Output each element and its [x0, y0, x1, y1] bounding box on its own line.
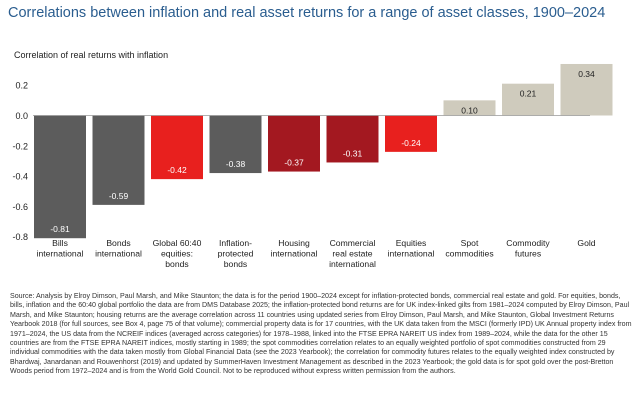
x-tick-label: Commodity futures — [506, 238, 550, 259]
source-note: Source: Analysis by Elroy Dimson, Paul M… — [10, 292, 632, 376]
x-tick-label: Inflation-protected bonds — [218, 238, 254, 269]
y-tick-label: 0.2 — [15, 81, 28, 91]
bar-value-label: -0.24 — [401, 138, 421, 148]
bar-chart: 0.2 0.0 -0.2 -0.4 -0.6 -0.8 -0.81 Bills internat… — [12, 63, 613, 269]
x-tick-label: Equities international — [388, 238, 435, 259]
bar-value-label: 0.34 — [578, 69, 595, 79]
bar-value-label: 0.21 — [520, 89, 537, 99]
chart-title: Correlations between inflation and real … — [8, 5, 606, 21]
bar — [326, 115, 379, 163]
bar — [34, 115, 86, 239]
bar-value-label: -0.37 — [284, 158, 304, 168]
bar-value-label: -0.42 — [167, 165, 187, 175]
bar — [92, 115, 145, 205]
bar-value-label: -0.38 — [226, 159, 246, 169]
bar — [560, 63, 613, 116]
y-tick-label: -0.4 — [12, 172, 28, 182]
bar-value-label: 0.10 — [461, 105, 478, 115]
y-tick-label: -0.8 — [12, 232, 28, 242]
y-axis-label: Correlation of real returns with inflati… — [14, 50, 169, 60]
x-tick-label: Spot commodities — [445, 238, 493, 259]
x-tick-label: Global 60:40 equities: bonds — [153, 238, 202, 269]
bar — [209, 115, 262, 174]
y-tick-label: -0.6 — [12, 202, 28, 212]
bar — [151, 115, 203, 180]
x-tick-label: Housing international — [271, 238, 318, 259]
x-tick-label: Commercial real estate international — [329, 238, 376, 269]
bar-value-label: -0.81 — [50, 224, 70, 234]
bar — [502, 83, 554, 116]
x-tick-label: Bonds international — [95, 238, 142, 259]
bar-value-label: -0.31 — [343, 148, 363, 158]
x-tick-label: Bills international — [37, 238, 84, 259]
bar-value-label: -0.59 — [109, 191, 129, 201]
bar — [443, 100, 496, 116]
bar — [268, 115, 320, 172]
y-tick-label: -0.2 — [12, 141, 28, 151]
bar — [385, 115, 437, 152]
x-tick-label: Gold — [577, 238, 595, 248]
y-tick-label: 0.0 — [15, 111, 28, 121]
